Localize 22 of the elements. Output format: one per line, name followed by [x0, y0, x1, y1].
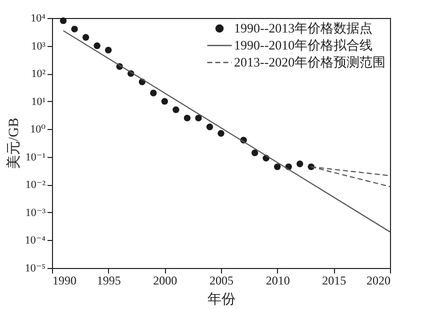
x-axis-title: 年份: [208, 292, 236, 308]
x-tick-label: 2020: [366, 274, 390, 288]
x-tick-label: 2010: [266, 274, 290, 288]
y-tick-label: 10²: [31, 68, 46, 80]
y-tick-label: 10⁻¹: [25, 151, 46, 164]
y-tick-label: 10¹: [31, 96, 46, 108]
y-tick-label: 10⁰: [30, 124, 46, 136]
legend-label: 1990--2010年价格拟合线: [234, 38, 373, 52]
legend-label: 2013--2020年价格预测范围: [234, 54, 386, 70]
x-tick-label: 1995: [96, 274, 121, 288]
y-tick-label: 10⁻³: [25, 206, 46, 219]
y-axis-title: 美元/GB: [6, 118, 22, 170]
x-tick-label: 2000: [153, 274, 178, 288]
legend-label: 1990--2013年价格数据点: [234, 20, 373, 36]
x-tick-label: 1990: [52, 274, 76, 288]
y-tick-label: 10⁴: [30, 12, 46, 24]
y-tick-label: 10³: [31, 40, 46, 52]
x-tick-label: 2005: [210, 274, 234, 288]
x-tick-label: 2015: [322, 274, 346, 288]
y-tick-label: 10⁻²: [25, 179, 46, 192]
y-tick-label: 10⁻⁵: [24, 262, 46, 274]
y-tick-label: 10⁻⁴: [24, 234, 46, 247]
